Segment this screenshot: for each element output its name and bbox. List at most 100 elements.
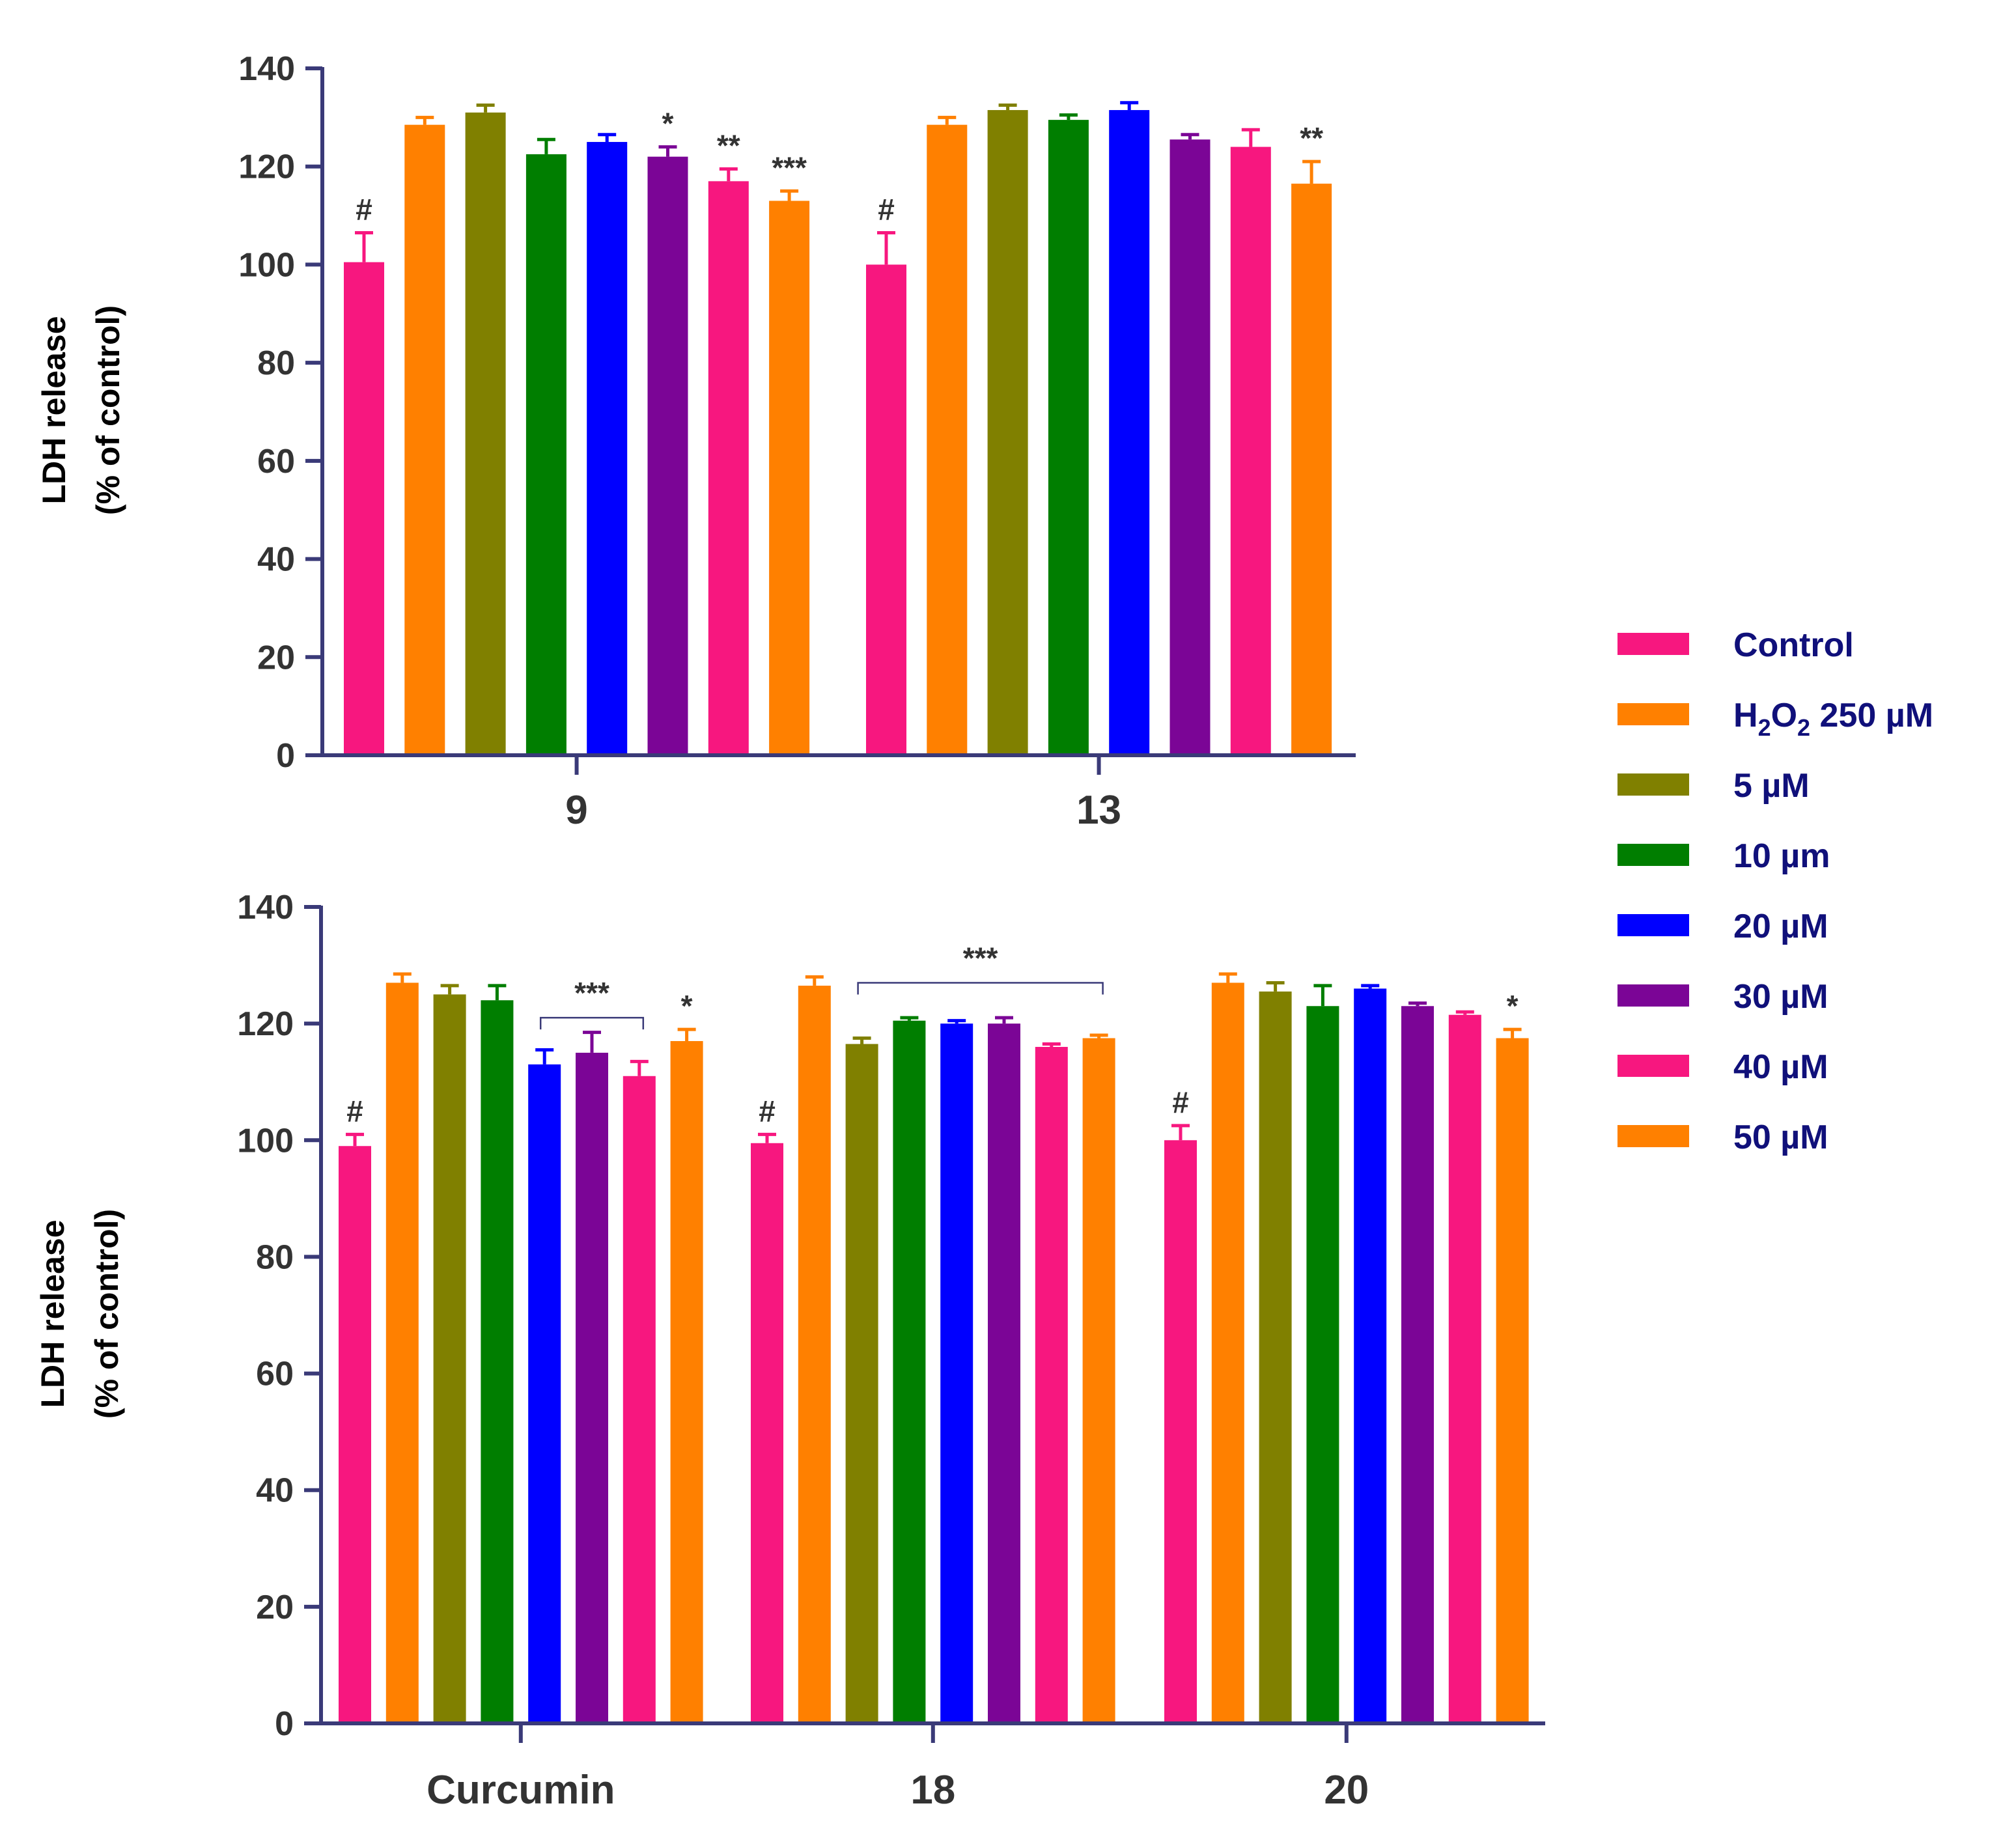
y-tick-label: 40 (256, 1472, 294, 1510)
y-tick-label: 100 (237, 1122, 294, 1160)
significance-mark: * (662, 107, 674, 141)
bar (404, 124, 445, 756)
bar (339, 1146, 371, 1723)
bar (1164, 1140, 1197, 1723)
y-tick-label: 60 (256, 1356, 294, 1393)
significance-mark: * (1507, 989, 1519, 1023)
significance-bracket (857, 982, 1104, 995)
significance-mark: # (1172, 1085, 1189, 1119)
bar (465, 112, 506, 756)
bar (845, 1044, 878, 1723)
bars-group (339, 972, 1529, 1723)
y-tick-label: 60 (257, 443, 295, 480)
bar (1211, 982, 1244, 1723)
bar (344, 262, 384, 755)
bar (1401, 1006, 1434, 1723)
bar (1291, 184, 1332, 755)
legend-label-control: Control (1733, 626, 1854, 664)
y-tick-label: 80 (256, 1238, 294, 1276)
legend-swatch-10um (1617, 844, 1689, 866)
significance-mark: ** (717, 128, 740, 162)
legend-swatch-5um (1617, 773, 1689, 796)
bar (866, 264, 906, 755)
bar (623, 1076, 656, 1723)
significance-mark: # (346, 1094, 363, 1128)
bar (769, 201, 810, 755)
legend-swatch-40um (1617, 1055, 1689, 1077)
bar (1035, 1046, 1068, 1723)
bar (1448, 1014, 1481, 1723)
bar (1048, 120, 1089, 755)
y-tick-label: 100 (238, 246, 295, 284)
bar (1082, 1038, 1115, 1723)
legend-label-30um: 30 µM (1733, 978, 1828, 1016)
legend-swatch-20um (1617, 914, 1689, 936)
y-tick-label: 20 (257, 639, 295, 676)
y-tick-label: 120 (238, 148, 295, 186)
y-tick-label: 140 (238, 50, 295, 88)
legend-label-10um: 10 µm (1733, 837, 1830, 875)
bar (1496, 1038, 1529, 1723)
bar (708, 181, 749, 756)
bar (528, 1064, 561, 1723)
category-label: 13 (1076, 788, 1121, 833)
significance-mark: *** (772, 150, 807, 184)
legend-label-40um: 40 µM (1733, 1048, 1828, 1086)
y-axis-ticks: 0 20 40 60 80 100 120 140 (237, 889, 321, 1743)
category-label: 18 (910, 1768, 955, 1813)
bar (576, 1052, 608, 1723)
bar (385, 982, 419, 1723)
bar (433, 994, 466, 1723)
chart-bottom: LDH release (% of control) 0 20 40 60 80 100 1… (35, 889, 1545, 1813)
legend: Control H2O2 250 µM 5 µM 10 µm 20 µM 30 … (1617, 626, 1933, 1156)
y-tick-label: 20 (256, 1589, 294, 1626)
y-axis-ticks: 0 20 40 60 80 100 120 140 (238, 50, 322, 775)
bar (988, 1023, 1020, 1723)
legend-swatch-control (1617, 633, 1689, 655)
bar (1354, 988, 1387, 1723)
bar (987, 110, 1028, 755)
bar (647, 156, 688, 756)
legend-label-5um: 5 µM (1733, 767, 1810, 805)
category-label: 9 (565, 788, 587, 833)
significance-bracket (539, 1016, 645, 1030)
significance-mark: # (759, 1094, 776, 1128)
bar (1169, 139, 1211, 756)
significance-mark: *** (574, 976, 609, 1010)
chart-top: LDH release (% of control) 0 20 40 60 80 100 1… (36, 50, 1356, 833)
bar (1259, 991, 1292, 1723)
bar (1230, 146, 1271, 756)
legend-label-20um: 20 µM (1733, 908, 1828, 945)
significance-mark: *** (963, 941, 998, 975)
y-tick-label: 120 (237, 1005, 294, 1043)
bar (751, 1143, 783, 1723)
bar (927, 124, 968, 756)
y-tick-label: 0 (276, 737, 295, 775)
category-label: Curcumin (427, 1768, 615, 1813)
legend-swatch-30um (1617, 984, 1689, 1007)
annotation-group: #*# #******* (346, 941, 1518, 1128)
bar (587, 142, 628, 756)
y-tick-label: 0 (275, 1705, 294, 1743)
y-tick-label: 140 (237, 889, 294, 926)
bar (481, 1000, 514, 1723)
bar (1109, 110, 1150, 755)
y-tick-label: 40 (257, 541, 295, 579)
bar (893, 1020, 926, 1723)
bar (670, 1041, 703, 1723)
legend-swatch-50um (1617, 1125, 1689, 1147)
y-axis-title-line2: (% of control) (90, 305, 126, 515)
annotation-group: #******#** (356, 107, 1323, 227)
legend-label-h2o2: H2O2 250 µM (1733, 697, 1933, 741)
bar (525, 154, 567, 755)
legend-swatch-h2o2 (1617, 703, 1689, 725)
y-axis-title-line1: LDH release (36, 316, 72, 504)
significance-mark: # (356, 192, 372, 226)
significance-mark: * (681, 989, 693, 1023)
y-tick-label: 80 (257, 344, 295, 382)
bar (1306, 1006, 1339, 1723)
category-labels: Curcumin 18 20 (427, 1723, 1369, 1813)
bar (798, 985, 831, 1723)
bar (940, 1023, 973, 1723)
